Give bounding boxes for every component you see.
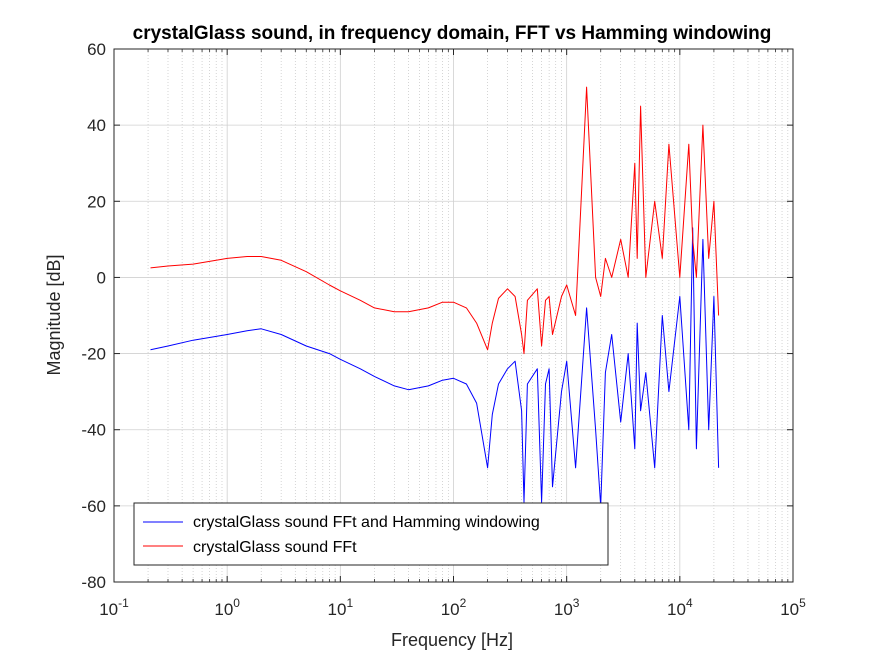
tick-labels: 10-1 100 101 102 103 104 105 -80 -60 -40 -20 0 20 40 6…	[81, 40, 806, 619]
x-tick-label: 102	[441, 596, 467, 619]
y-tick-label: 40	[87, 116, 106, 135]
y-axis-label: Magnitude [dB]	[44, 254, 64, 375]
y-tick-label: -40	[81, 421, 106, 440]
series-layer	[150, 86, 720, 507]
x-tick-label: 100	[214, 596, 240, 619]
y-tick-label: -20	[81, 345, 106, 364]
x-tick-label: 105	[780, 596, 806, 619]
series-line-1	[150, 86, 720, 355]
y-tick-label: 60	[87, 40, 106, 59]
x-tick-label: 101	[328, 596, 354, 619]
legend-box	[133, 502, 609, 566]
series-line-0	[150, 227, 720, 507]
x-tick-label: 10-1	[99, 596, 129, 619]
chart-title: crystalGlass sound, in frequency domain,…	[133, 23, 772, 44]
x-tick-label: 104	[667, 596, 693, 619]
x-tick-label: 103	[554, 596, 580, 619]
y-tick-label: -80	[81, 573, 106, 592]
ticks	[113, 48, 794, 583]
legend-label-hamming: crystalGlass sound FFt and Hamming windo…	[193, 514, 540, 531]
y-tick-label: -60	[81, 497, 106, 516]
legend-label-fft: crystalGlass sound FFt	[193, 539, 357, 556]
y-tick-label: 0	[97, 268, 106, 287]
x-axis-label: Frequency [Hz]	[391, 630, 513, 650]
y-tick-label: 20	[87, 192, 106, 211]
legend: crystalGlass sound FFt and Hamming windo…	[133, 502, 609, 566]
